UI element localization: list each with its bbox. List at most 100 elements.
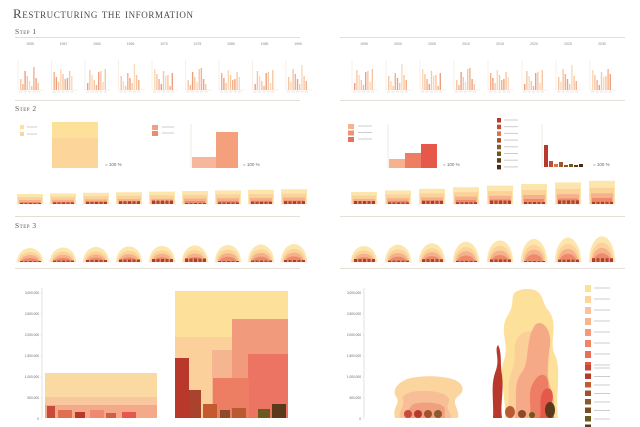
legend-swatch [497,151,501,156]
mini-bar [367,71,369,90]
thumbnail-dark-bar [165,259,169,262]
mini-bar [530,81,532,90]
organic-dark-shape [492,345,503,418]
mini-bar [22,84,24,90]
mini-tick-label [157,91,161,93]
mini-bar [138,80,140,90]
thumbnail-dark-bar [297,260,301,262]
thumbnail-dark-bar [119,201,122,204]
mini-bar [102,82,104,90]
thumbnail-dark-bar [198,203,202,204]
thumbnail-dark-bar [372,201,375,204]
legend-text [27,133,37,135]
mini-bar [401,64,403,90]
final-legend-swatch [585,365,591,371]
mini-bar-chart [555,60,582,93]
mini-tick-label [439,91,442,93]
final-dark-bar [175,358,189,418]
thumbnail-dark-bar [542,261,545,262]
legend-swatch [348,124,354,129]
thumbnail-chart [247,189,275,205]
mini-bar [607,69,609,90]
mini-bar [267,72,270,90]
chart-bar [569,164,573,167]
chart-bar [544,145,548,167]
final-divider-right [340,268,625,269]
thumbnail-dark-bar [57,260,61,262]
step-1-divider-right [340,37,625,38]
thumbnail-dark-bar [503,259,507,262]
legend-swatch [20,132,24,136]
legend-text [504,126,518,128]
mini-tick-label [291,91,295,93]
thumbnail-dark-bar [592,201,595,204]
thumbnail-dark-bar [161,259,164,262]
mini-tick-label [434,91,438,93]
thumbnail-dark-bar [24,203,28,204]
final-legend-swatch [585,416,591,422]
thumbnail-chart [16,248,44,263]
thumbnail-dark-bar [397,202,400,204]
mini-bar [598,85,600,90]
mini-bar [290,82,292,90]
mini-bar [541,70,543,90]
mini-bar [575,81,577,90]
stacked-block-top [52,122,98,138]
mini-tick-label [23,91,27,93]
mini-tick-label [600,91,603,93]
mini-tick-label [464,91,467,93]
mini-bar [68,71,71,90]
mini-bar [566,79,569,90]
mini-tick-label [258,91,261,93]
thumbnail-chart [384,190,412,205]
final-legend-text [594,287,610,289]
mini-bar [564,74,566,90]
thumbnail-dark-bar [440,259,443,262]
mini-bar [265,73,267,90]
thumbnail-chart [49,247,77,263]
chart-bar [405,153,421,168]
axis-tick-label: 3,000,000 [347,291,361,295]
thumbnail-dark-bar [20,261,23,262]
mini-bar [194,77,196,90]
mini-bar [288,77,290,90]
axis-tick-label: 500,000 [349,396,361,400]
organic-small-blob [518,410,526,418]
legend-swatch [152,131,158,136]
legend-text [358,138,372,140]
mini-bar [394,73,396,90]
thumbnail-dark-bar [218,261,221,262]
mini-bar [292,69,294,90]
mini-bar [131,83,133,90]
thumbnail-dark-bar [537,261,541,262]
year-label-right: 2005 [428,42,436,46]
thumbnail-dark-bar [99,201,103,204]
thumbnail-dark-bar [198,258,202,262]
thumbnail-dark-bar [426,259,430,262]
thumbnail-dark-bar [571,259,575,262]
thumbnail-dark-bar [562,259,566,262]
mini-bar [539,83,541,90]
year-label-left: 1980 [227,42,235,46]
mini-bar [558,77,560,90]
thumbnail-chart [520,184,548,205]
thumbnail-chart [214,245,242,263]
mini-bar [360,80,362,90]
thumbnail-dark-bar [86,201,89,204]
mini-tick-label [595,91,599,93]
mini-bar [492,78,494,90]
mini-bar [526,71,528,90]
mini-tick-label [532,91,535,93]
mini-tick-label [536,91,540,93]
thumbnail-chart [452,187,480,205]
final-legend-text [594,298,610,300]
thumbnail-dark-bar [460,260,464,262]
thumbnail-dark-bar [194,258,197,262]
thumbnail-chart [148,191,176,205]
year-label-right: 2030 [598,42,606,46]
mini-tick-label [204,91,208,93]
mini-bar [234,79,236,90]
mini-bar [524,84,526,90]
mini-bar [294,74,296,90]
